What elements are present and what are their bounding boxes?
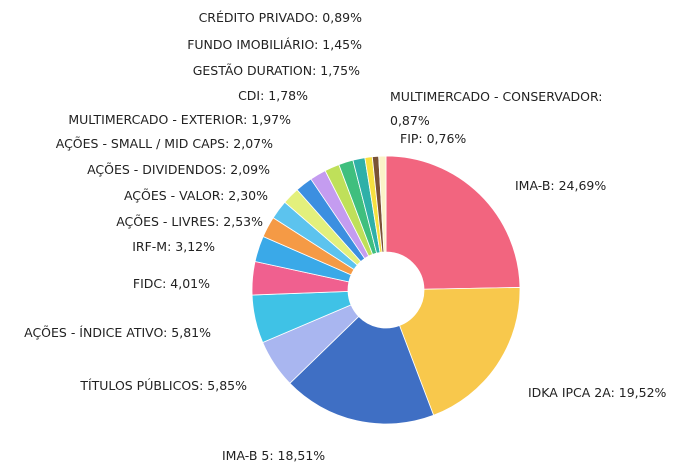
slice: [398, 287, 521, 416]
data-label: CRÉDITO PRIVADO: 0,89%: [198, 10, 362, 25]
data-label: AÇÕES - VALOR: 2,30%: [123, 188, 268, 203]
data-label: MULTIMERCADO - CONSERVADOR: 0,87%: [390, 89, 603, 128]
data-label: IMA-B 5: 18,51%: [222, 448, 326, 463]
data-label: IRF-M: 3,12%: [132, 239, 215, 254]
data-label: AÇÕES - SMALL / MID CAPS: 2,07%: [55, 136, 273, 151]
data-label: AÇÕES - ÍNDICE ATIVO: 5,81%: [24, 325, 211, 340]
data-label: MULTIMERCADO - EXTERIOR: 1,97%: [68, 112, 291, 127]
slice: [378, 155, 387, 253]
data-label: TÍTULOS PÚBLICOS: 5,85%: [80, 378, 247, 393]
data-label: CDI: 1,78%: [238, 88, 308, 103]
data-label: IDKA IPCA 2A: 19,52%: [528, 385, 667, 400]
slice: [289, 315, 435, 425]
data-label: AÇÕES - LIVRES: 2,53%: [116, 214, 263, 229]
data-label: FUNDO IMOBILIÁRIO: 1,45%: [187, 37, 362, 52]
data-label: FIP: 0,76%: [400, 131, 467, 146]
slice: [385, 155, 521, 290]
data-label: IMA-B: 24,69%: [515, 178, 607, 193]
data-label: GESTÃO DURATION: 1,75%: [192, 63, 360, 78]
data-label: AÇÕES - DIVIDENDOS: 2,09%: [87, 162, 270, 177]
data-label: FIDC: 4,01%: [132, 276, 210, 291]
